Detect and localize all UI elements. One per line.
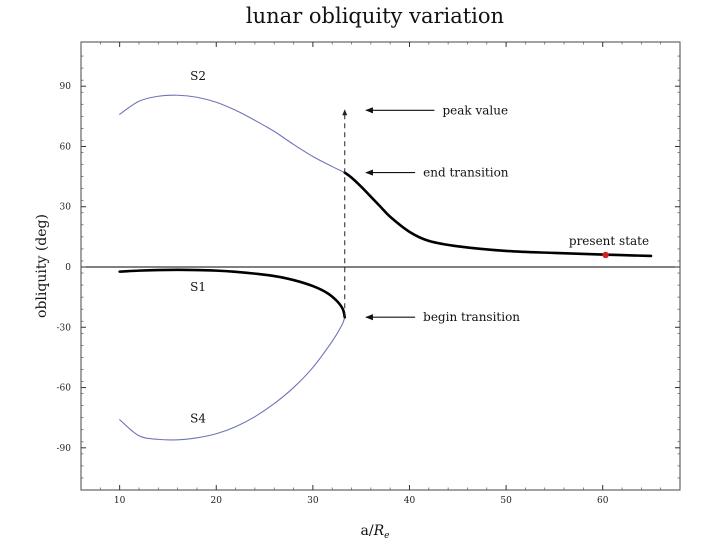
x-tick-label: 40 [404,496,416,506]
y-tick-label: 0 [65,263,71,273]
x-tick-label: 60 [597,496,609,506]
y-tick-label: -90 [57,444,72,454]
series-line-s2 [119,94,346,174]
label-begin-transition: begin transition [423,310,520,324]
x-tick-label: 30 [307,496,319,506]
dashed-line-arrowhead [342,109,348,116]
label-present-state: present state [569,234,649,248]
present-state-point [602,251,609,259]
series-line-s4 [119,316,346,441]
y-tick-label: 30 [60,203,72,213]
y-tick-label: -30 [57,323,72,333]
label-end-transition: end transition [423,166,509,180]
x-tick-label: 50 [500,496,512,506]
label-s4: S4 [190,412,206,426]
series-line-s1 [118,268,347,319]
x-tick-label: 20 [211,496,223,506]
y-axis-label: obliquity (deg) [34,214,50,318]
series-line-path-3 [343,171,653,258]
y-tick-label: 60 [60,142,72,152]
y-tick-label: 90 [60,82,72,92]
chart-title: lunar obliquity variation [246,4,504,28]
x-axis-label: a/Re [361,523,390,540]
label-s2: S2 [190,69,206,83]
plot-frame [80,41,681,491]
y-tick-label: -60 [57,384,72,394]
x-tick-label: 10 [114,496,126,506]
label-s1: S1 [190,280,206,294]
label-peak-value: peak value [442,103,508,117]
